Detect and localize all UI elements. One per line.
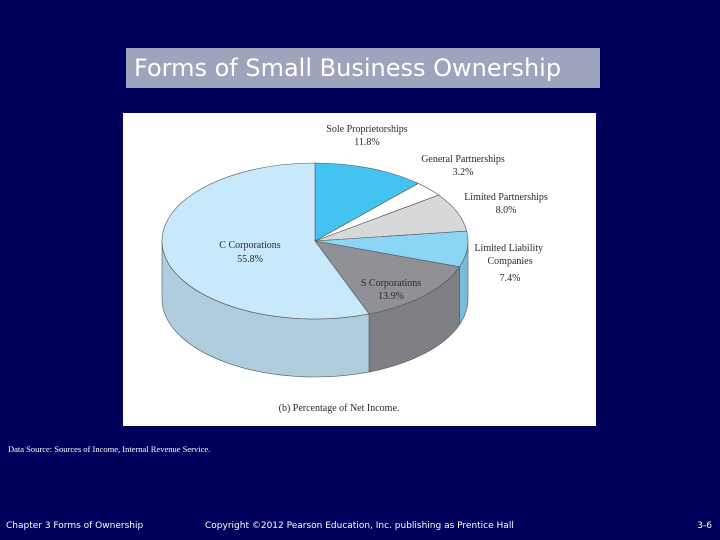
value-c-corporations: 55.8% bbox=[237, 254, 263, 265]
label-limited-liability-companies: Limited Liability Companies bbox=[474, 243, 545, 267]
footer-chapter: Chapter 3 Forms of Ownership bbox=[6, 521, 144, 531]
slice-sole-proprietorships bbox=[314, 162, 419, 242]
label-sole-proprietorships: Sole Proprietorships bbox=[326, 124, 407, 135]
pie-chart: Sole Proprietorships 11.8% General Partn… bbox=[161, 124, 548, 414]
footer-page-number: 3-6 bbox=[697, 521, 712, 531]
slice-c-corporations bbox=[161, 162, 370, 320]
value-limited-partnerships: 8.0% bbox=[496, 205, 517, 216]
label-general-partnerships: General Partnerships bbox=[421, 154, 505, 165]
value-limited-liability-companies: 7.4% bbox=[500, 273, 521, 284]
slide-title: Forms of Small Business Ownership bbox=[126, 48, 600, 88]
footer-copyright: Copyright ©2012 Pearson Education, Inc. … bbox=[205, 521, 514, 531]
value-general-partnerships: 3.2% bbox=[453, 167, 474, 178]
chart-title: (b) Percentage of Net Income. bbox=[279, 403, 400, 414]
label-limited-partnerships: Limited Partnerships bbox=[464, 192, 548, 203]
value-sole-proprietorships: 11.8% bbox=[354, 137, 379, 148]
label-s-corporations: S Corporations bbox=[361, 278, 421, 289]
label-c-corporations: C Corporations bbox=[219, 240, 280, 251]
value-s-corporations: 13.9% bbox=[378, 291, 404, 302]
data-source-note: Data Source: Sources of Income, Internal… bbox=[8, 444, 211, 454]
slice-s-corporations bbox=[314, 240, 460, 315]
pie-chart-panel: Sole Proprietorships 11.8% General Partn… bbox=[123, 113, 596, 426]
